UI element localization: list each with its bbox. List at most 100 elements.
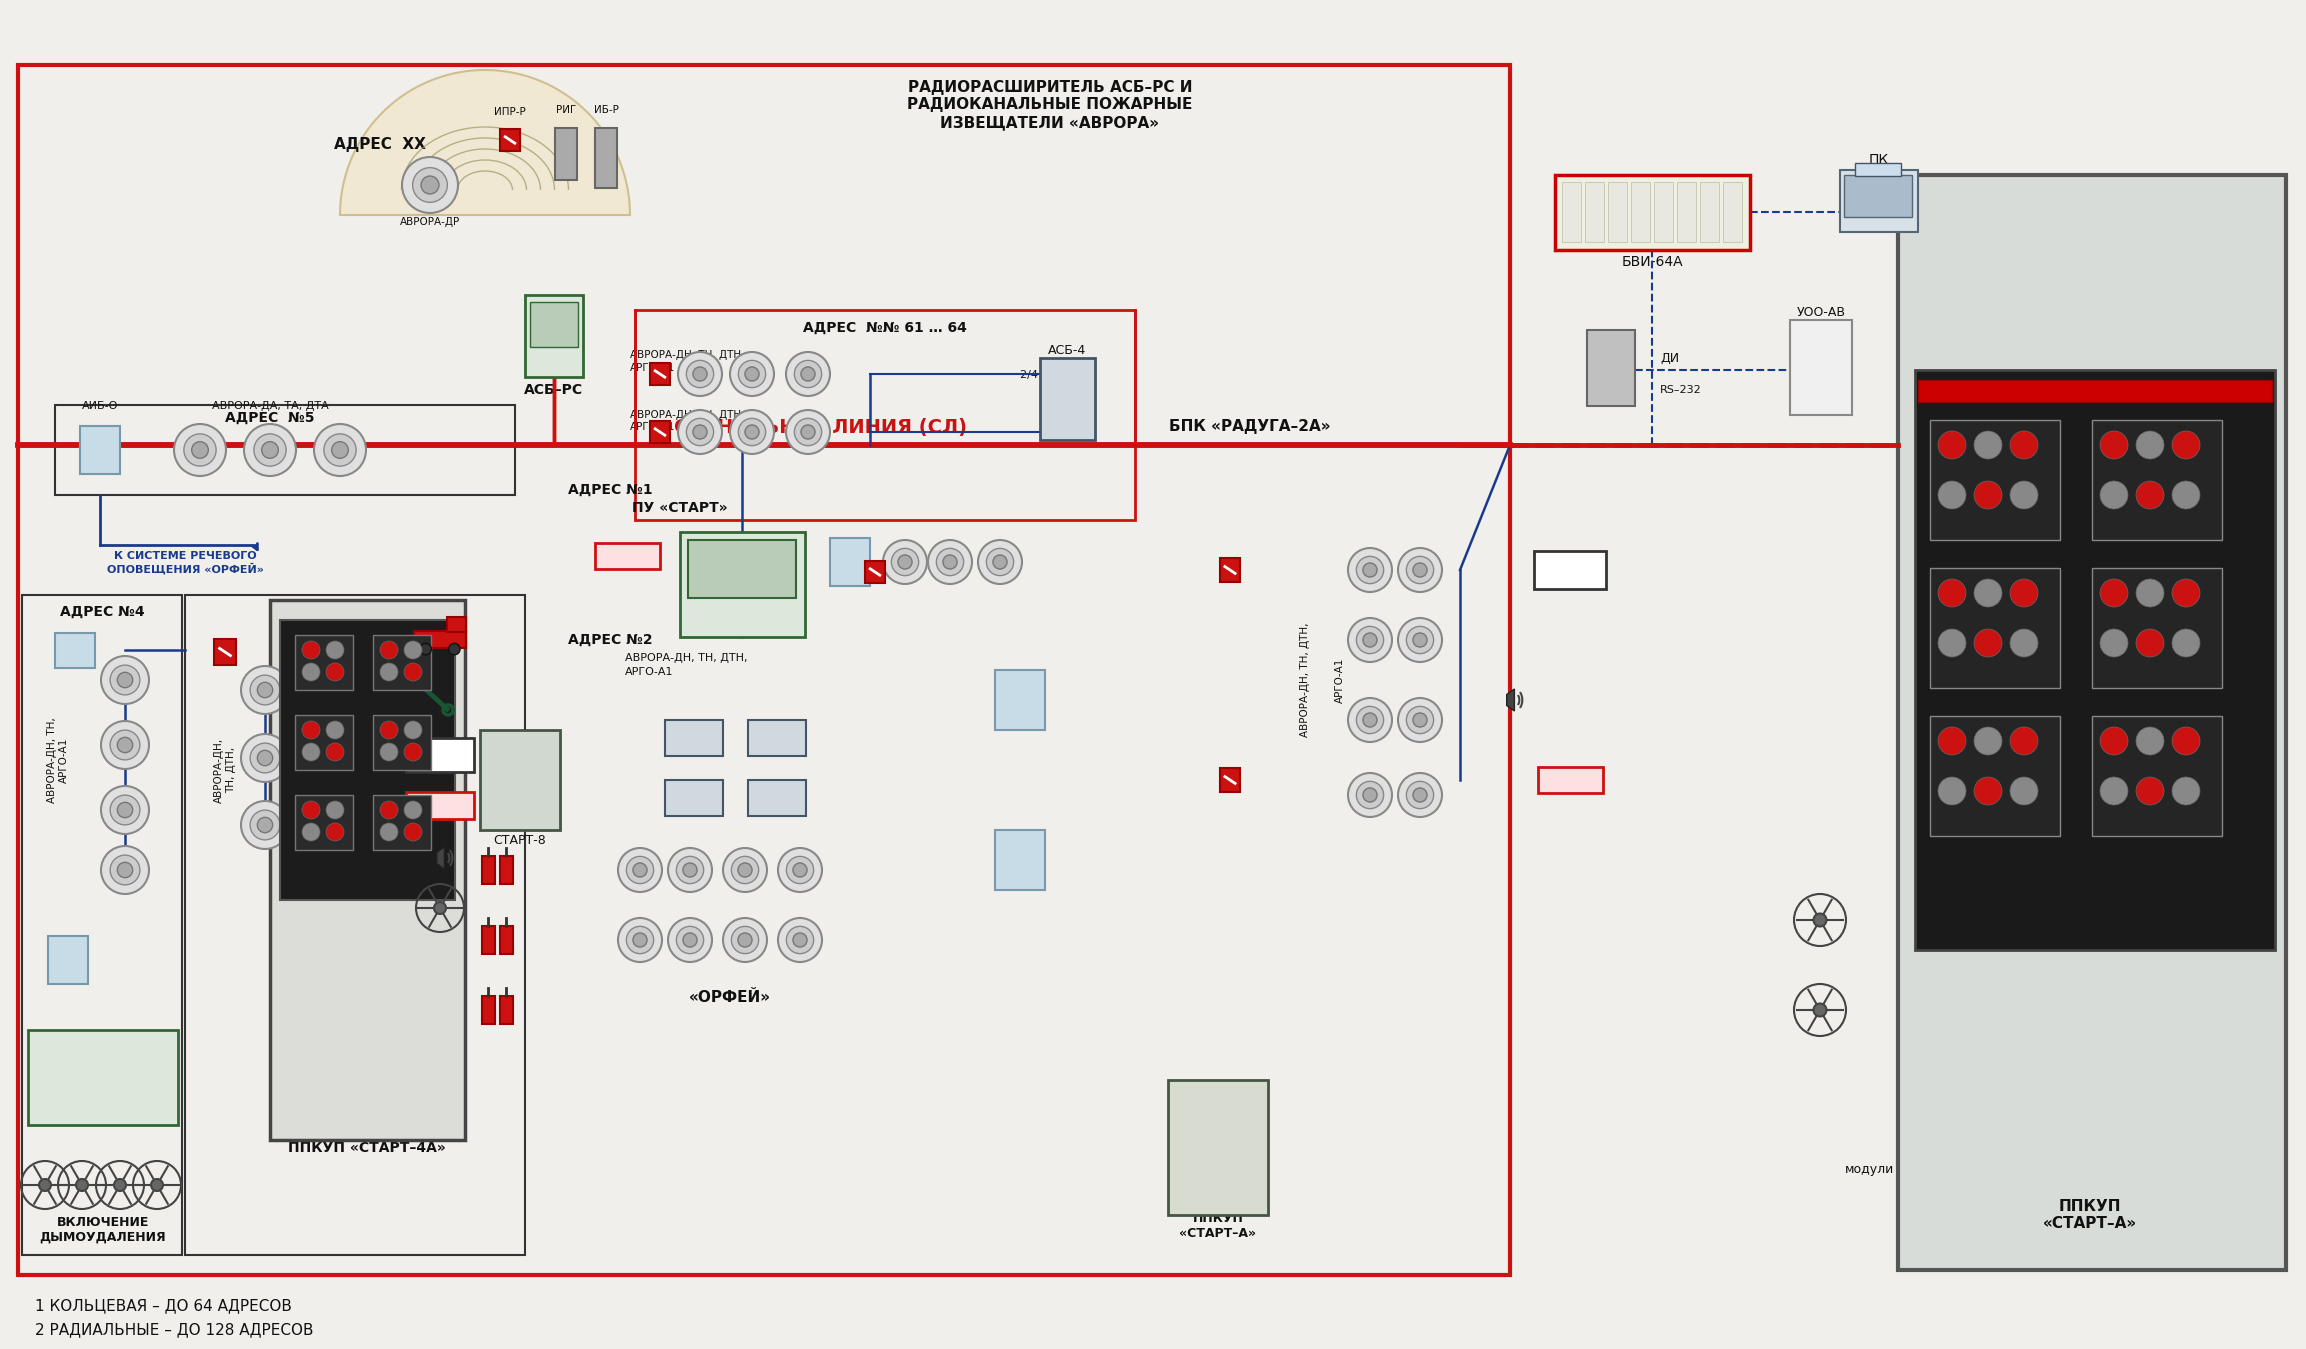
Circle shape — [632, 934, 648, 947]
Circle shape — [39, 1179, 51, 1191]
Circle shape — [249, 743, 279, 773]
Circle shape — [2011, 430, 2039, 459]
Text: ИПР-Р: ИПР-Р — [493, 107, 526, 117]
Circle shape — [694, 367, 708, 380]
Circle shape — [745, 425, 759, 438]
Circle shape — [1397, 697, 1441, 742]
Circle shape — [404, 641, 422, 660]
Bar — [650, 421, 669, 444]
Circle shape — [786, 927, 814, 954]
Bar — [994, 830, 1045, 890]
Bar — [2092, 420, 2223, 540]
Circle shape — [2135, 482, 2163, 509]
Circle shape — [738, 418, 766, 445]
Text: ПУ «СТАРТ–Р»: ПУ «СТАРТ–Р» — [53, 1071, 155, 1083]
Circle shape — [101, 846, 150, 894]
Circle shape — [404, 720, 422, 739]
Circle shape — [254, 434, 286, 467]
Circle shape — [1397, 773, 1441, 817]
Circle shape — [380, 641, 399, 660]
Circle shape — [936, 548, 964, 576]
Circle shape — [258, 817, 272, 832]
Text: АИБ-О: АИБ-О — [81, 401, 118, 411]
Circle shape — [800, 367, 814, 380]
Circle shape — [332, 441, 348, 459]
Bar — [295, 635, 353, 689]
Circle shape — [450, 643, 459, 654]
Bar — [374, 635, 431, 689]
Circle shape — [731, 857, 759, 884]
Circle shape — [1356, 556, 1384, 584]
Bar — [687, 540, 796, 598]
Text: УОО-АВ
исп.1: УОО-АВ исп.1 — [1796, 306, 1845, 335]
Circle shape — [627, 927, 653, 954]
Bar — [482, 925, 496, 954]
Circle shape — [2011, 727, 2039, 755]
Text: АДРЕС №1: АДРЕС №1 — [567, 483, 653, 496]
Bar — [48, 936, 88, 983]
Text: АДРЕС №3: АДРЕС №3 — [314, 604, 397, 619]
Polygon shape — [436, 847, 445, 869]
Circle shape — [738, 863, 752, 877]
Text: БВИ-64А: БВИ-64А — [1621, 255, 1683, 268]
Bar — [55, 633, 95, 668]
Circle shape — [118, 672, 134, 688]
Circle shape — [987, 548, 1015, 576]
Text: БПК «РАДУГА–2А»: БПК «РАДУГА–2А» — [1169, 420, 1331, 434]
Circle shape — [1349, 618, 1393, 662]
Circle shape — [892, 548, 918, 576]
Bar — [1561, 182, 1582, 241]
Circle shape — [1937, 482, 1967, 509]
Bar — [1919, 380, 2271, 402]
Bar — [482, 996, 496, 1024]
Text: К СИСТЕМЕ РЕЧЕВОГО
ОПОВЕЩЕНИЯ «ОРФЕЙ»: К СИСТЕМЕ РЕЧЕВОГО ОПОВЕЩЕНИЯ «ОРФЕЙ» — [106, 552, 263, 575]
Bar — [664, 780, 724, 816]
Circle shape — [1974, 629, 2002, 657]
Circle shape — [1937, 579, 1967, 607]
Circle shape — [1974, 727, 2002, 755]
Circle shape — [687, 418, 713, 445]
Circle shape — [745, 367, 759, 380]
Circle shape — [1974, 777, 2002, 805]
Circle shape — [261, 441, 279, 459]
Circle shape — [2101, 629, 2128, 657]
Circle shape — [434, 902, 445, 915]
Bar — [28, 1031, 178, 1125]
Circle shape — [731, 352, 775, 397]
Circle shape — [111, 855, 141, 885]
Bar — [556, 128, 576, 179]
Circle shape — [258, 750, 272, 766]
Circle shape — [1397, 548, 1441, 592]
Text: АИБ-О: АИБ-О — [832, 545, 867, 554]
Text: АВРОРА-ДН, ТН, ДТН,: АВРОРА-ДН, ТН, ДТН, — [1301, 623, 1310, 738]
Text: АМ-16: АМ-16 — [759, 793, 796, 803]
Bar — [295, 715, 353, 770]
Bar — [500, 128, 519, 151]
Text: АВРОРА-ДА, ТА, ДТА: АВРОРА-ДА, ТА, ДТА — [212, 401, 327, 411]
Polygon shape — [339, 70, 630, 214]
Circle shape — [325, 743, 344, 761]
Bar — [1676, 182, 1695, 241]
Bar — [1554, 175, 1750, 250]
Circle shape — [2101, 727, 2128, 755]
Text: СИГНАЛЬНАЯ ЛИНИЯ (СЛ): СИГНАЛЬНАЯ ЛИНИЯ (СЛ) — [673, 417, 966, 437]
Circle shape — [404, 801, 422, 819]
Circle shape — [2135, 579, 2163, 607]
Circle shape — [1813, 913, 1826, 927]
Bar — [1845, 175, 1912, 217]
Circle shape — [249, 811, 279, 840]
Circle shape — [1349, 548, 1393, 592]
Circle shape — [422, 175, 438, 194]
Bar — [595, 128, 618, 188]
Text: 1 КОЛЬЦЕВАЯ – ДО 64 АДРЕСОВ: 1 КОЛЬЦЕВАЯ – ДО 64 АДРЕСОВ — [35, 1299, 293, 1314]
Circle shape — [793, 934, 807, 947]
Circle shape — [618, 849, 662, 892]
Text: ПОЖАР: ПОЖАР — [604, 550, 650, 561]
Bar — [55, 405, 514, 495]
Bar — [1040, 357, 1095, 440]
Circle shape — [1414, 788, 1427, 803]
Bar — [595, 544, 660, 569]
Text: ПОЖАР: ПОЖАР — [417, 800, 464, 809]
Circle shape — [380, 743, 399, 761]
Circle shape — [978, 540, 1022, 584]
